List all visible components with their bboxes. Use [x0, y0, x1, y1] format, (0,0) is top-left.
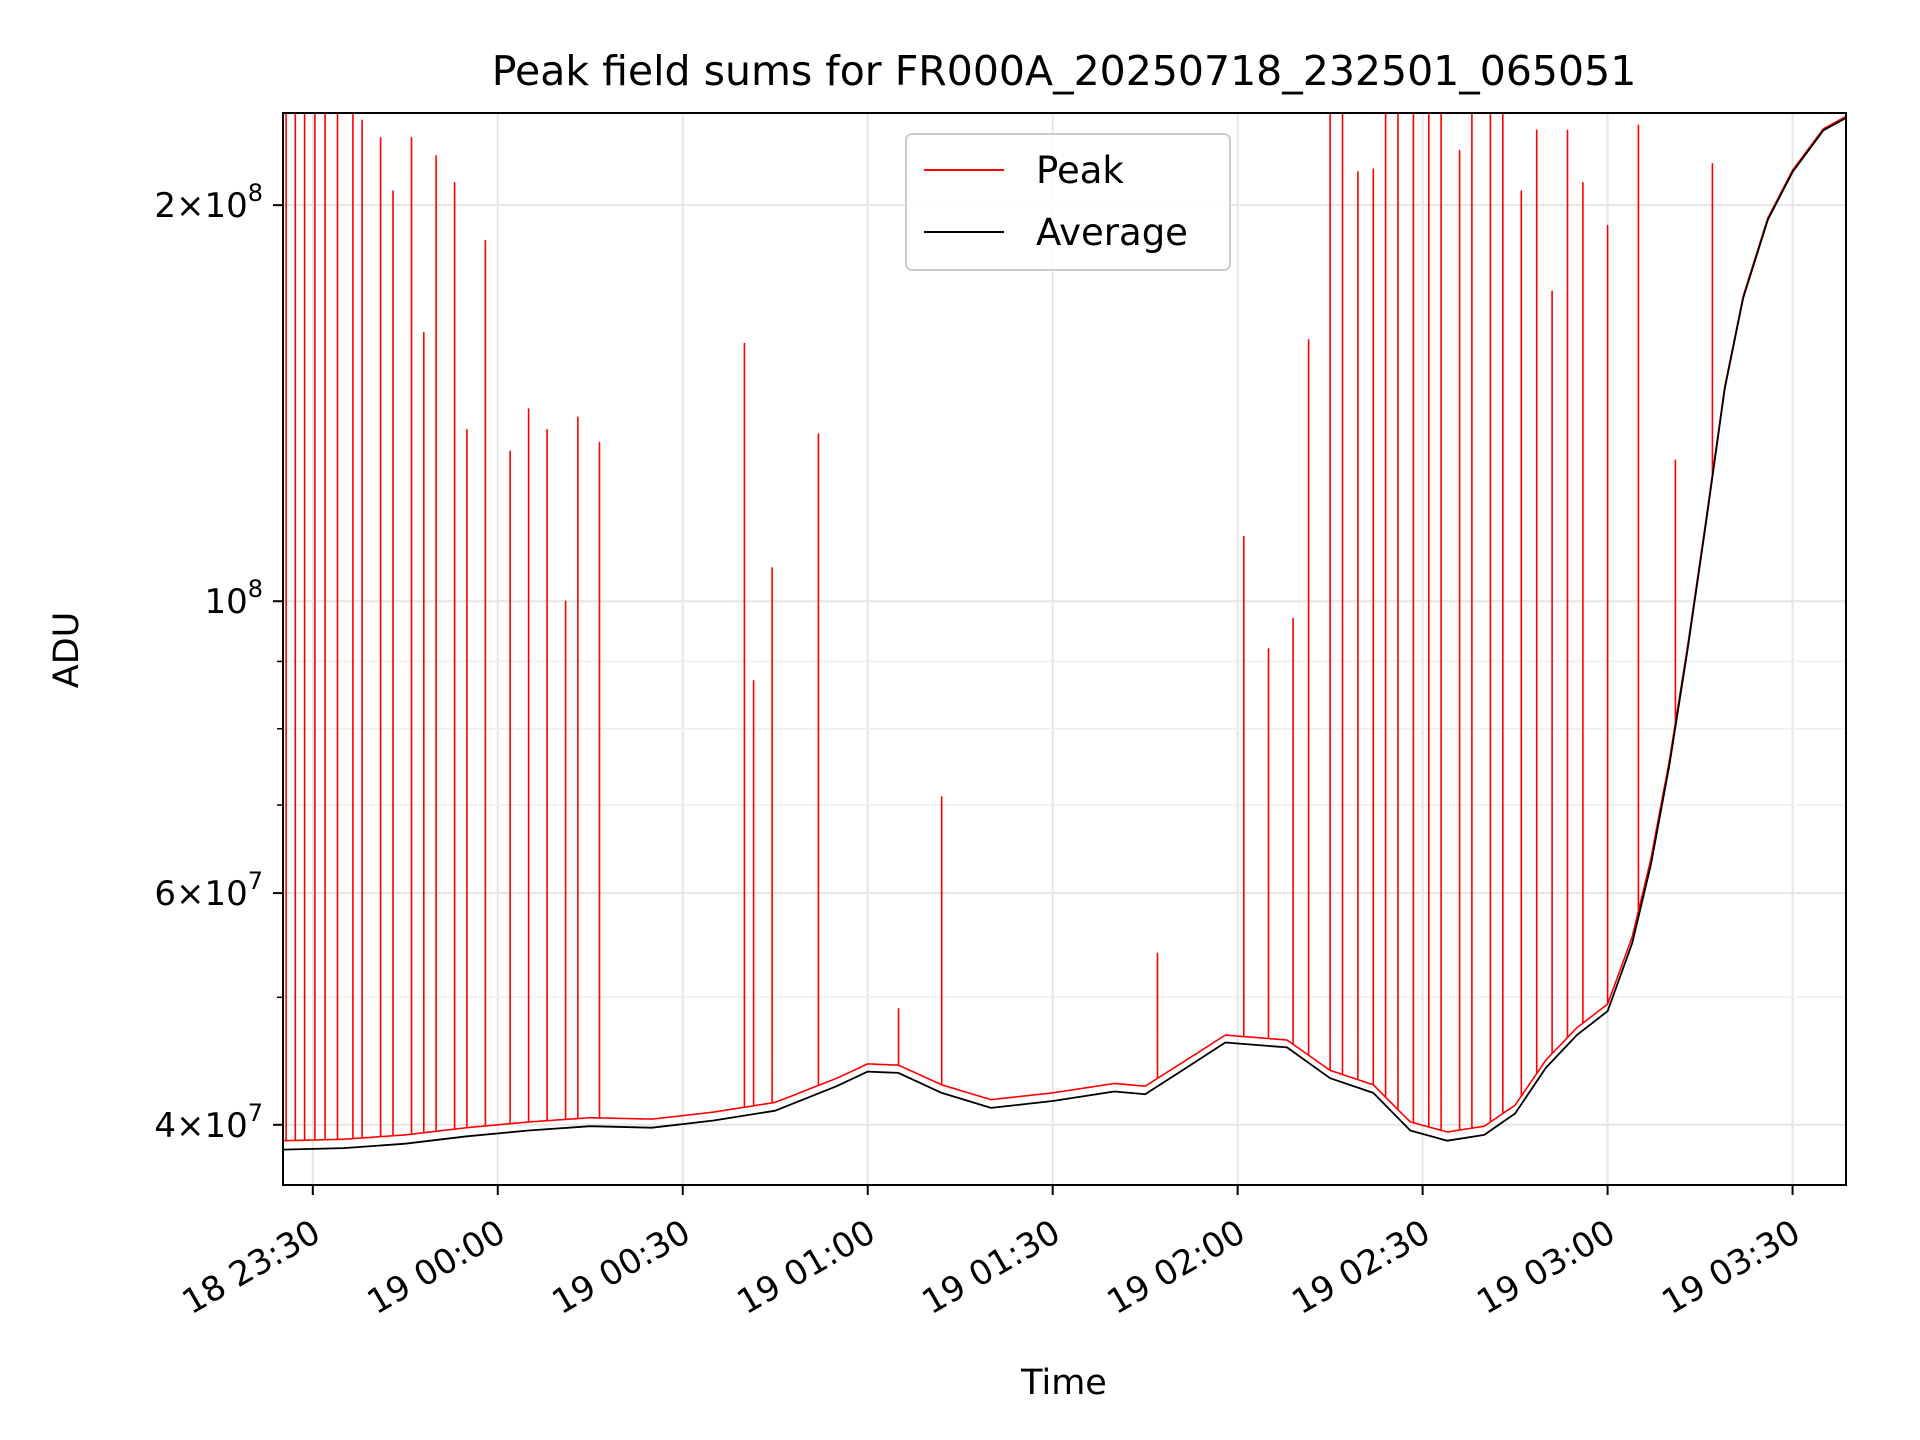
- legend: Peak Average: [905, 133, 1231, 271]
- legend-box: [905, 133, 1231, 271]
- y-tick-label: 2×108: [154, 179, 263, 226]
- series-layer: [282, 112, 1847, 1151]
- y-tick-label: 108: [204, 575, 263, 622]
- legend-label-peak: Peak: [1036, 149, 1124, 192]
- y-tick-label: 4×107: [154, 1099, 263, 1146]
- y-axis: 4×107 6×107 108 2×108: [154, 179, 283, 1146]
- y-tick-label: 6×107: [154, 867, 263, 914]
- x-axis-label: Time: [1020, 1363, 1107, 1403]
- series-average-line: [282, 117, 1847, 1151]
- plot-frame: [282, 112, 1847, 1186]
- series-peak-line: [283, 112, 1847, 1142]
- chart-title: Peak field sums for FR000A_20250718_2325…: [492, 47, 1637, 95]
- legend-label-average: Average: [1036, 211, 1188, 254]
- y-axis-label: ADU: [47, 612, 87, 689]
